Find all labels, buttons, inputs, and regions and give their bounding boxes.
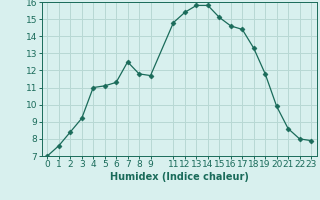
X-axis label: Humidex (Indice chaleur): Humidex (Indice chaleur) [110,172,249,182]
